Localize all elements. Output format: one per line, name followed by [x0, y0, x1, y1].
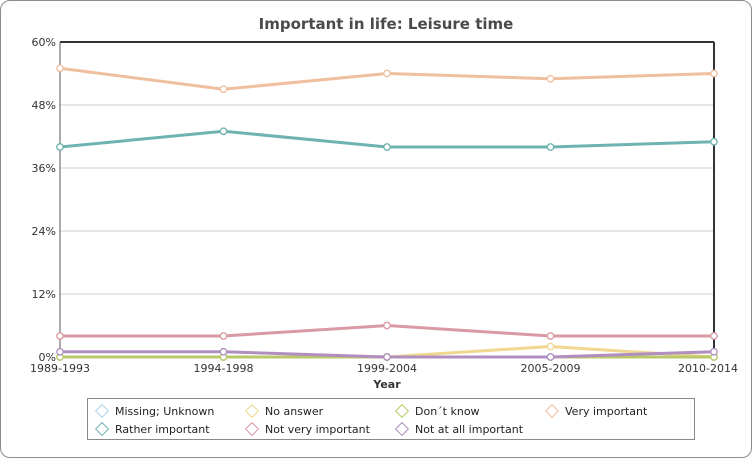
- legend-label: Not very important: [265, 422, 370, 436]
- x-tick-label: 2005-2009: [521, 362, 581, 375]
- data-point[interactable]: [383, 143, 391, 151]
- data-point[interactable]: [56, 143, 64, 151]
- y-tick-label: 60%: [32, 36, 56, 49]
- data-point[interactable]: [546, 74, 555, 83]
- data-point[interactable]: [56, 64, 64, 73]
- data-point[interactable]: [710, 69, 718, 78]
- series-not-very-important: [56, 321, 718, 340]
- data-point[interactable]: [546, 143, 555, 151]
- legend-item[interactable]: Don´t know: [394, 403, 480, 419]
- legend-marker-icon: [244, 403, 260, 419]
- legend: Missing; Unknown No answer Don´t know Very …: [87, 398, 695, 440]
- legend-label: No answer: [265, 404, 324, 418]
- grid-lines: [60, 104, 714, 295]
- x-tick-label: 1989-1993: [30, 362, 90, 375]
- series-very-important: [56, 64, 718, 94]
- y-tick-label: 24%: [32, 225, 56, 238]
- legend-label: Very important: [565, 404, 648, 418]
- legend-item[interactable]: Not at all important: [394, 421, 523, 437]
- x-tick-label: 1994-1998: [194, 362, 254, 375]
- legend-label: Rather important: [115, 422, 210, 436]
- data-point[interactable]: [710, 137, 718, 146]
- legend-marker-icon: [544, 403, 560, 419]
- legend-item[interactable]: Very important: [544, 403, 647, 419]
- legend-marker-icon: [94, 421, 110, 437]
- data-point[interactable]: [710, 332, 718, 340]
- data-point[interactable]: [546, 342, 555, 351]
- data-point[interactable]: [219, 127, 228, 136]
- legend-label: Don´t know: [415, 404, 480, 418]
- y-axis-ticks: 0% 12% 24% 36% 48% 60%: [32, 36, 56, 364]
- legend-marker-icon: [394, 421, 410, 437]
- y-tick-label: 12%: [32, 288, 56, 301]
- x-axis-label: Year: [372, 378, 401, 391]
- legend-label: Missing; Unknown: [115, 404, 215, 418]
- legend-item[interactable]: No answer: [244, 403, 323, 419]
- legend-label: Not at all important: [415, 422, 524, 436]
- x-axis-ticks: 1989-1993 1994-1998 1999-2004 2005-2009 2010…: [30, 362, 738, 375]
- x-tick-label: 2010-2014: [678, 362, 738, 375]
- y-tick-label: 48%: [32, 99, 56, 112]
- data-point[interactable]: [546, 353, 555, 361]
- legend-item[interactable]: Not very important: [244, 421, 370, 437]
- data-point[interactable]: [383, 321, 391, 330]
- data-point[interactable]: [219, 332, 228, 340]
- legend-marker-icon: [394, 403, 410, 419]
- series-not-at-all-important: [56, 347, 718, 361]
- legend-item[interactable]: Rather important: [94, 421, 210, 437]
- y-tick-label: 0%: [39, 351, 56, 364]
- plot-area: [60, 42, 714, 357]
- data-point[interactable]: [383, 353, 391, 361]
- line-chart: Important in life: Leisure time 0% 12% 24%…: [30, 15, 738, 391]
- chart-title: Important in life: Leisure time: [259, 15, 514, 33]
- y-tick-label: 36%: [32, 162, 56, 175]
- data-point[interactable]: [56, 347, 64, 356]
- data-point[interactable]: [56, 332, 64, 340]
- legend-marker-icon: [94, 403, 110, 419]
- series-rather-important: [56, 127, 718, 151]
- series-layer: [56, 64, 718, 361]
- data-point[interactable]: [383, 69, 391, 78]
- legend-marker-icon: [244, 421, 260, 437]
- legend-item[interactable]: Missing; Unknown: [94, 403, 214, 419]
- data-point[interactable]: [546, 332, 555, 340]
- data-point[interactable]: [710, 347, 718, 356]
- x-tick-label: 1999-2004: [357, 362, 417, 375]
- data-point[interactable]: [219, 347, 228, 356]
- data-point[interactable]: [219, 85, 228, 94]
